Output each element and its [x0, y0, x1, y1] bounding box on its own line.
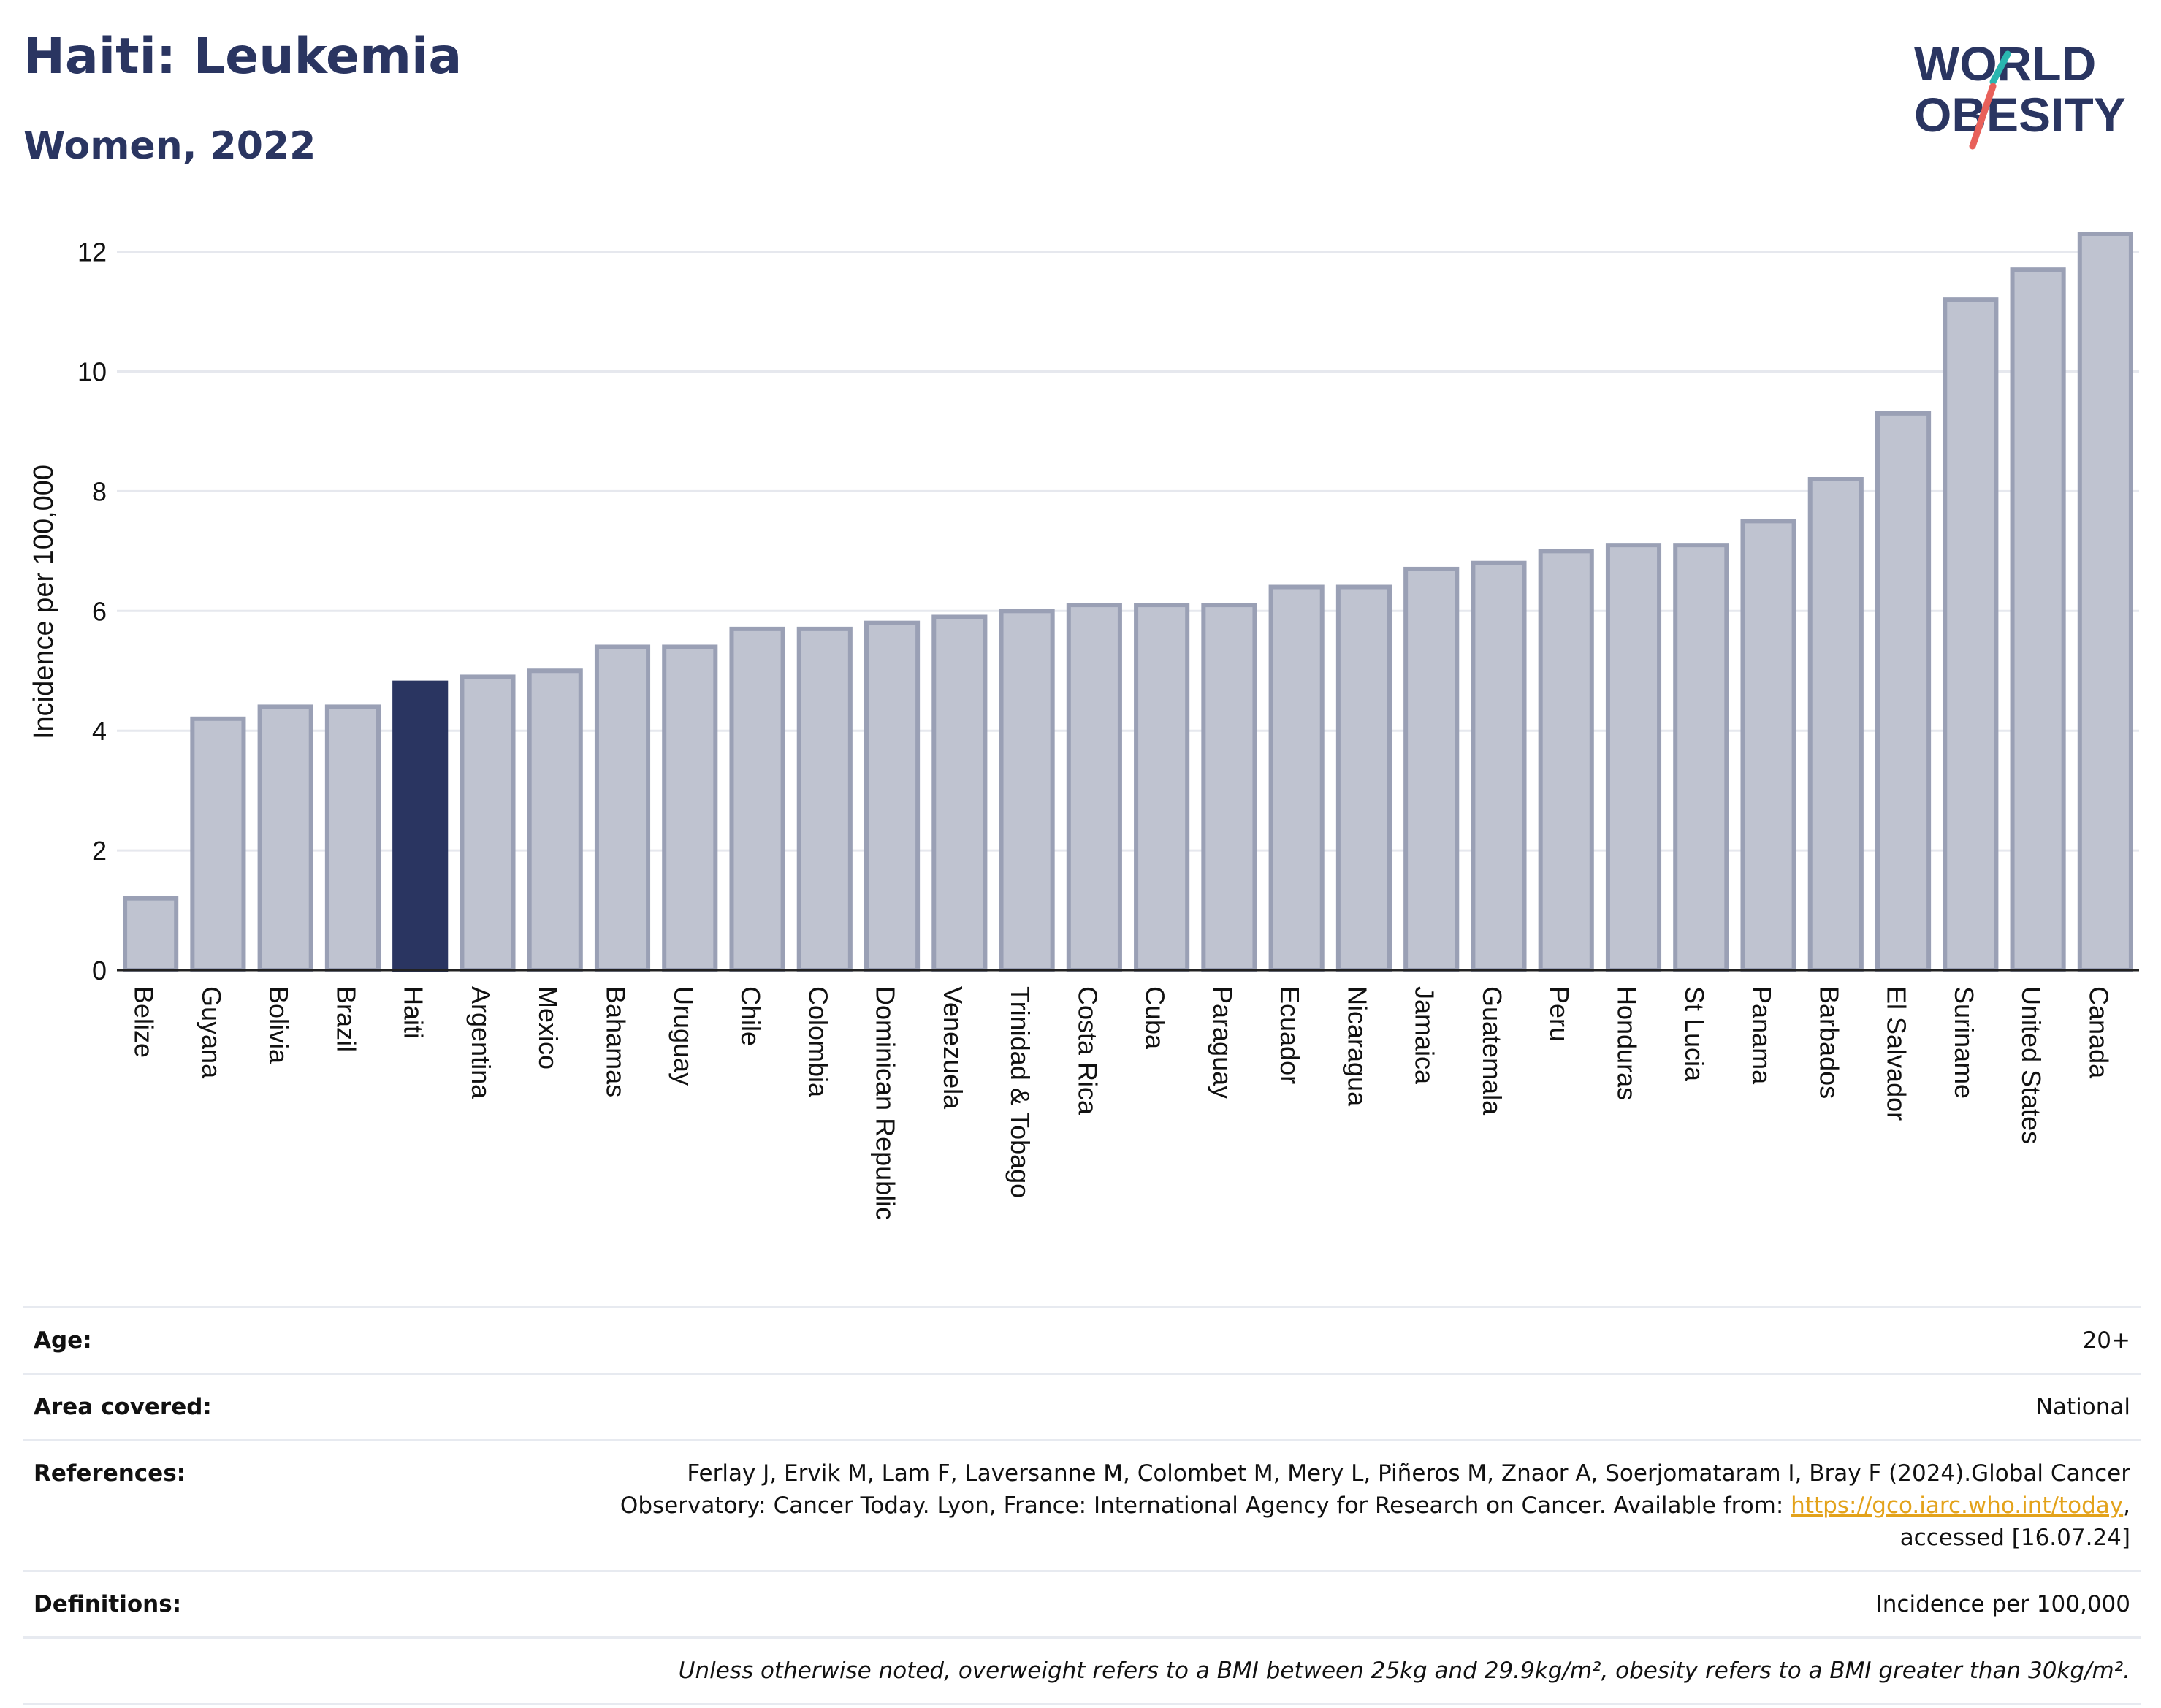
x-tick-label: Venezuela [938, 986, 968, 1110]
x-tick-label: Mexico [533, 986, 563, 1070]
x-tick-label: Brazil [331, 986, 361, 1052]
bar-chile [729, 626, 785, 972]
x-tick-label: Guatemala [1477, 986, 1507, 1116]
bar-el-salvador [1875, 411, 1932, 973]
x-tick-label: Jamaica [1410, 986, 1440, 1085]
x-tick-label: St Lucia [1680, 986, 1710, 1082]
bar-united-states [2010, 267, 2066, 973]
area-label: Area covered: [34, 1394, 212, 1420]
world-obesity-logo: WORLD OBESITY [1914, 37, 2126, 150]
bar-belize [123, 896, 179, 972]
references-text: Ferlay J, Ervik M, Lam F, Laversanne M, … [620, 1460, 2130, 1519]
bar-brazil [324, 704, 381, 972]
y-tick-labels: 0 2 4 6 8 10 12 [77, 237, 107, 985]
metadata-table: Age: 20+ Area covered: National Referenc… [23, 1306, 2141, 1705]
x-tick-label: Bahamas [601, 986, 630, 1097]
bar-panama [1740, 519, 1796, 972]
x-tick-label: Paraguay [1208, 986, 1238, 1099]
meta-row-note: Unless otherwise noted, overweight refer… [23, 1636, 2141, 1705]
logo-slash-red [1969, 83, 1997, 150]
bar-trinidad-tobago [999, 609, 1055, 972]
area-value: National [2035, 1394, 2130, 1420]
logo-slash-teal [1989, 50, 2011, 85]
x-tick-label: Trinidad & Tobago [1005, 986, 1035, 1198]
x-tick-label: Dominican Republic [871, 986, 901, 1220]
x-tick-label: Colombia [803, 986, 833, 1098]
y-tick-label: 4 [92, 716, 107, 746]
y-tick-label: 8 [92, 476, 107, 506]
x-tick-label: Haiti [399, 986, 429, 1039]
x-tick-label: Peru [1544, 986, 1574, 1042]
references-tail: , accessed [16.07.24] [1899, 1492, 2130, 1551]
x-tick-label: Uruguay [668, 986, 698, 1086]
bar-barbados [1807, 477, 1864, 972]
references-value: Ferlay J, Ervik M, Lam F, Laversanne M, … [596, 1457, 2130, 1554]
y-tick-label: 6 [92, 596, 107, 626]
x-tick-label: Argentina [466, 986, 496, 1099]
x-tick-label: Suriname [1949, 986, 1979, 1099]
x-tick-label: Canada [2084, 986, 2114, 1079]
bar-guyana [190, 716, 246, 972]
bar-argentina [460, 674, 516, 972]
bar-jamaica [1403, 566, 1460, 972]
bar-mexico [527, 668, 583, 972]
logo-line-obesity: OBESITY [1914, 88, 2126, 142]
bar-colombia [796, 626, 853, 972]
x-tick-label: Honduras [1612, 986, 1642, 1100]
bar-canada [2077, 232, 2133, 972]
bar-venezuela [931, 614, 988, 972]
references-label: References: [34, 1460, 186, 1487]
bar-st-lucia [1673, 543, 1729, 972]
bar-haiti [392, 680, 449, 972]
definitions-value: Incidence per 100,000 [1875, 1591, 2130, 1617]
x-tick-label: Belize [129, 986, 159, 1058]
page-title: Haiti: Leukemia [23, 28, 462, 85]
meta-row-references: References: Ferlay J, Ervik M, Lam F, La… [23, 1439, 2141, 1570]
x-tick-label: Costa Rica [1072, 986, 1102, 1116]
bar-nicaragua [1335, 584, 1392, 972]
bmi-note: Unless otherwise noted, overweight refer… [678, 1658, 2130, 1684]
bar-guatemala [1471, 560, 1527, 973]
references-link[interactable]: https://gco.iarc.who.int/today [1791, 1492, 2124, 1519]
y-tick-label: 12 [77, 237, 107, 267]
y-tick-label: 0 [92, 956, 107, 985]
x-tick-label: Nicaragua [1342, 986, 1372, 1107]
bar-bolivia [257, 704, 313, 972]
y-tick-label: 10 [77, 357, 107, 386]
x-tick-label: Guyana [197, 986, 226, 1079]
bar-suriname [1943, 297, 1999, 972]
meta-row-definitions: Definitions: Incidence per 100,000 [23, 1570, 2141, 1636]
bar-bahamas [594, 644, 651, 973]
bar-peru [1538, 549, 1594, 972]
bar-dominican-republic [864, 620, 921, 972]
grid-layer [117, 251, 2139, 852]
x-tick-label: Ecuador [1275, 986, 1305, 1084]
bar-honduras [1605, 543, 1662, 972]
bar-cuba [1134, 603, 1190, 972]
definitions-label: Definitions: [34, 1591, 182, 1617]
bars-layer [117, 232, 2139, 973]
page-subtitle: Women, 2022 [23, 124, 316, 168]
x-tick-label: United States [2016, 986, 2046, 1144]
bar-uruguay [662, 644, 718, 973]
x-tick-label: El Salvador [1882, 986, 1912, 1121]
bar-paraguay [1201, 603, 1257, 972]
x-tick-labels: Belize Guyana Bolivia Brazil Haiti Argentina M… [129, 986, 2114, 1220]
age-label: Age: [34, 1327, 92, 1354]
x-tick-label: Cuba [1140, 986, 1170, 1050]
bar-ecuador [1268, 584, 1325, 972]
age-value: 20+ [2082, 1327, 2130, 1354]
x-tick-label: Chile [736, 986, 766, 1046]
x-tick-label: Panama [1747, 986, 1777, 1085]
meta-row-area: Area covered: National [23, 1373, 2141, 1439]
bar-costa-rica [1066, 603, 1122, 972]
y-axis-label: Incidence per 100,000 [28, 465, 59, 739]
bar-chart: Belize Guyana Bolivia Brazil Haiti Argentina M… [28, 232, 2139, 1220]
y-tick-label: 2 [92, 836, 107, 866]
meta-row-age: Age: 20+ [23, 1306, 2141, 1373]
x-tick-label: Bolivia [264, 986, 294, 1064]
x-tick-label: Barbados [1814, 986, 1844, 1099]
